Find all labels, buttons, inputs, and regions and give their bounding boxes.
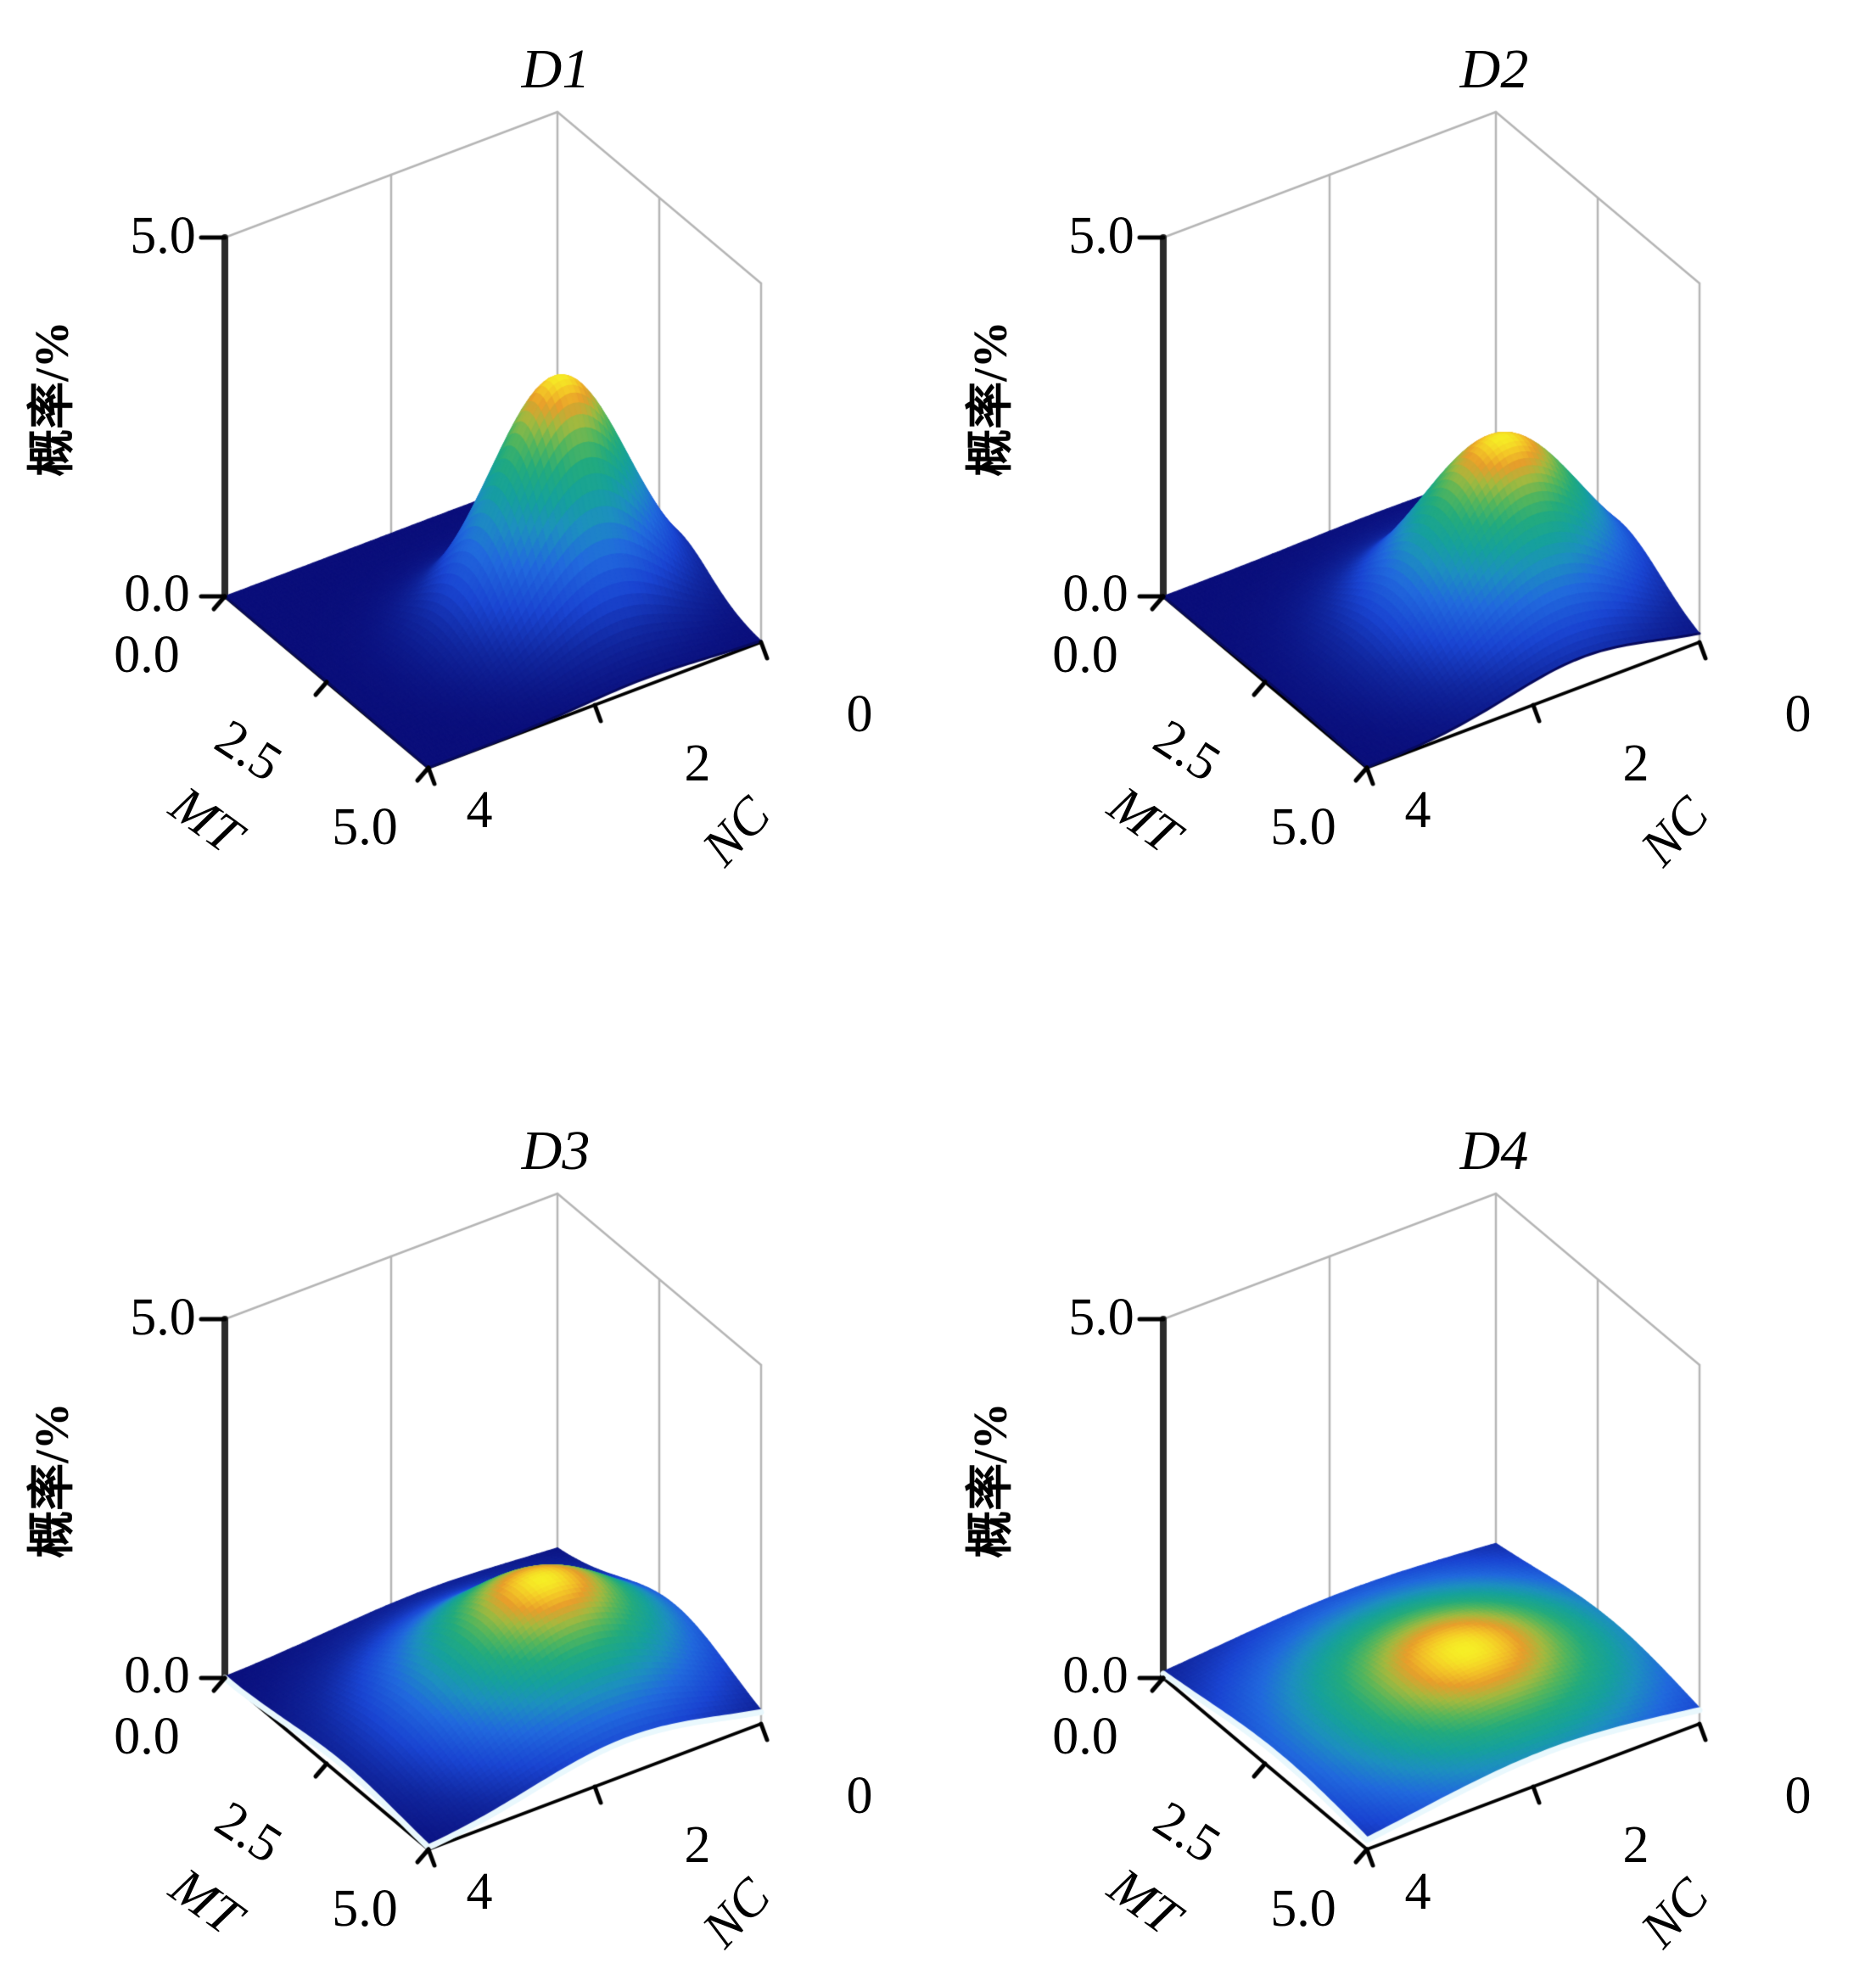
mt-tick-0: 0.0 [1052, 1708, 1118, 1765]
z-tick-min: 0.0 [124, 565, 190, 623]
subplot-d2: D2 概率/% 5.0 0.0 0.0 2.5 MT 5.0 4 2 NC 0 [947, 0, 1876, 898]
mt-tick-5: 5.0 [332, 1880, 398, 1938]
nc-tick-2: 2 [1622, 735, 1649, 792]
mt-tick-5: 5.0 [332, 798, 398, 856]
z-tick-min: 0.0 [124, 1647, 190, 1704]
z-tick-max: 5.0 [1068, 207, 1134, 265]
mt-tick-0: 0.0 [1052, 626, 1118, 684]
nc-tick-2: 2 [684, 735, 711, 792]
surface-3d-plot-d2 [947, 0, 1876, 882]
z-axis-label: 概率/% [965, 321, 1017, 477]
z-tick-max: 5.0 [1068, 1289, 1134, 1346]
mt-tick-0: 0.0 [114, 626, 180, 684]
plot-title: D3 [521, 1120, 591, 1182]
nc-tick-2: 2 [684, 1816, 711, 1874]
surface-3d-plot-d4 [947, 1082, 1876, 1964]
z-axis-label: 概率/% [965, 1402, 1017, 1558]
nc-tick-4: 4 [1404, 1863, 1431, 1921]
plot-title: D4 [1459, 1120, 1529, 1182]
plot-title: D1 [521, 38, 591, 100]
nc-tick-4: 4 [1404, 781, 1431, 839]
nc-tick-0: 0 [1784, 685, 1812, 743]
surface-3d-plot-d1 [8, 0, 946, 882]
mt-tick-0: 0.0 [114, 1708, 180, 1765]
z-axis-label: 概率/% [26, 1402, 79, 1558]
nc-tick-0: 0 [846, 1767, 873, 1825]
nc-tick-4: 4 [466, 781, 493, 839]
subplot-d4: D4 概率/% 5.0 0.0 0.0 2.5 MT 5.0 4 2 NC 0 [947, 1082, 1876, 1980]
plot-title: D2 [1459, 38, 1529, 100]
mt-tick-5: 5.0 [1270, 1880, 1336, 1938]
surface-3d-plot-d3 [8, 1082, 946, 1964]
nc-tick-0: 0 [846, 685, 873, 743]
z-axis-label: 概率/% [26, 321, 79, 477]
z-tick-max: 5.0 [130, 1289, 196, 1346]
subplot-d1: D1 概率/% 5.0 0.0 0.0 2.5 MT 5.0 4 2 NC 0 [8, 0, 946, 898]
z-tick-min: 0.0 [1062, 565, 1128, 623]
mt-tick-5: 5.0 [1270, 798, 1336, 856]
z-tick-max: 5.0 [130, 207, 196, 265]
nc-tick-4: 4 [466, 1863, 493, 1921]
nc-tick-0: 0 [1784, 1767, 1812, 1825]
subplot-d3: D3 概率/% 5.0 0.0 0.0 2.5 MT 5.0 4 2 NC 0 [8, 1082, 946, 1980]
nc-tick-2: 2 [1622, 1816, 1649, 1874]
z-tick-min: 0.0 [1062, 1647, 1128, 1704]
